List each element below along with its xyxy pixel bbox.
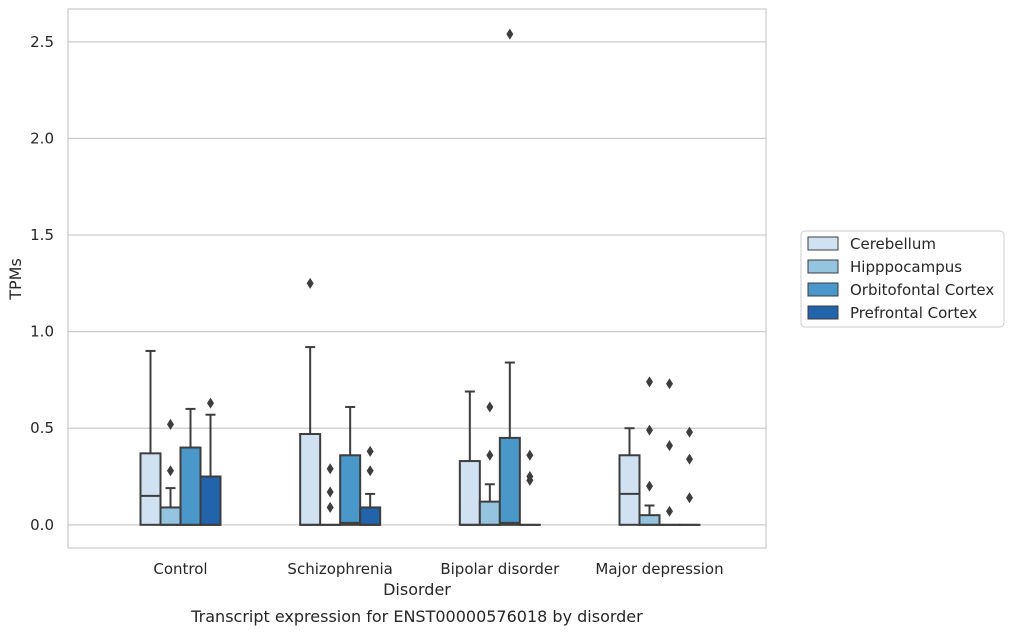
outlier-point (166, 418, 174, 430)
outlier-point (486, 401, 494, 413)
y-tick-label: 2.0 (30, 129, 54, 147)
outlier-point (326, 486, 334, 498)
box-body (478, 500, 501, 526)
outlier-point (686, 426, 694, 438)
box-2 (319, 463, 342, 526)
box-3 (658, 378, 681, 526)
outlier-point (646, 480, 654, 492)
outlier-point (206, 397, 214, 409)
box-4 (199, 397, 222, 526)
outlier-point (486, 449, 494, 461)
box-4 (359, 445, 382, 526)
outlier-point (526, 449, 534, 461)
box-plots (139, 28, 701, 526)
outlier-point (686, 453, 694, 465)
box-2 (638, 376, 661, 526)
y-axis-ticks: 0.0 0.5 1.0 1.5 2.0 2.5 (30, 33, 54, 534)
x-tick-label: Control (153, 560, 207, 578)
legend-label: Orbitofontal Cortex (850, 281, 994, 299)
x-axis-title: Disorder (383, 580, 451, 599)
legend-swatch (807, 259, 839, 274)
legend-swatch (807, 236, 839, 251)
box-1 (139, 349, 162, 526)
box-body (458, 460, 481, 526)
box-body (299, 433, 322, 526)
box-1 (618, 427, 641, 526)
outlier-point (666, 505, 674, 517)
x-tick-label: Schizophrenia (287, 560, 392, 578)
box-4 (678, 426, 701, 526)
legend-swatch (807, 305, 839, 320)
box-2 (478, 401, 501, 526)
box-body (179, 446, 202, 526)
legend-label: Prefrontal Cortex (850, 304, 977, 322)
legend-frame (800, 230, 1005, 328)
box-body (359, 506, 382, 526)
legend-swatch (807, 282, 839, 297)
outlier-point (506, 28, 514, 40)
box-4 (518, 449, 541, 526)
box-body (638, 514, 661, 526)
outlier-point (686, 492, 694, 504)
x-axis-ticks: Control Schizophrenia Bipolar disorder Majo… (153, 560, 723, 578)
outlier-point (366, 465, 374, 477)
box-body (339, 454, 362, 526)
legend-label: Hipppocampus (850, 258, 962, 276)
legend-label: Cerebellum (850, 235, 936, 253)
box-3 (498, 28, 521, 526)
y-axis-title: TPMs (6, 258, 25, 301)
outlier-point (366, 445, 374, 457)
legend: Cerebellum Hipppocampus Orbitofontal Corte… (800, 230, 1005, 328)
plot-frame (67, 8, 767, 549)
box-1 (458, 390, 481, 526)
outlier-point (646, 424, 654, 436)
outlier-point (326, 463, 334, 475)
outlier-point (306, 277, 314, 289)
box-3 (339, 405, 362, 526)
y-tick-label: 1.0 (30, 323, 54, 341)
box-body (139, 452, 162, 526)
box-body (159, 506, 182, 526)
outlier-point (326, 501, 334, 513)
box-body (498, 436, 521, 526)
outlier-point (646, 376, 654, 388)
box-1 (299, 277, 322, 526)
chart-caption: Transcript expression for ENST0000057601… (190, 607, 643, 626)
y-tick-label: 0.5 (30, 419, 54, 437)
outlier-point (666, 378, 674, 390)
outlier-point (526, 471, 534, 483)
x-tick-label: Bipolar disorder (440, 560, 560, 578)
grid-lines (68, 41, 766, 526)
x-tick-label: Major depression (595, 560, 723, 578)
y-tick-label: 2.5 (30, 33, 54, 51)
outlier-point (166, 465, 174, 477)
y-tick-label: 1.5 (30, 226, 54, 244)
box-body (618, 454, 641, 526)
outlier-point (666, 440, 674, 452)
box-body (199, 475, 222, 526)
box-2 (159, 418, 182, 526)
y-tick-label: 0.0 (30, 516, 54, 534)
box-3 (179, 407, 202, 526)
